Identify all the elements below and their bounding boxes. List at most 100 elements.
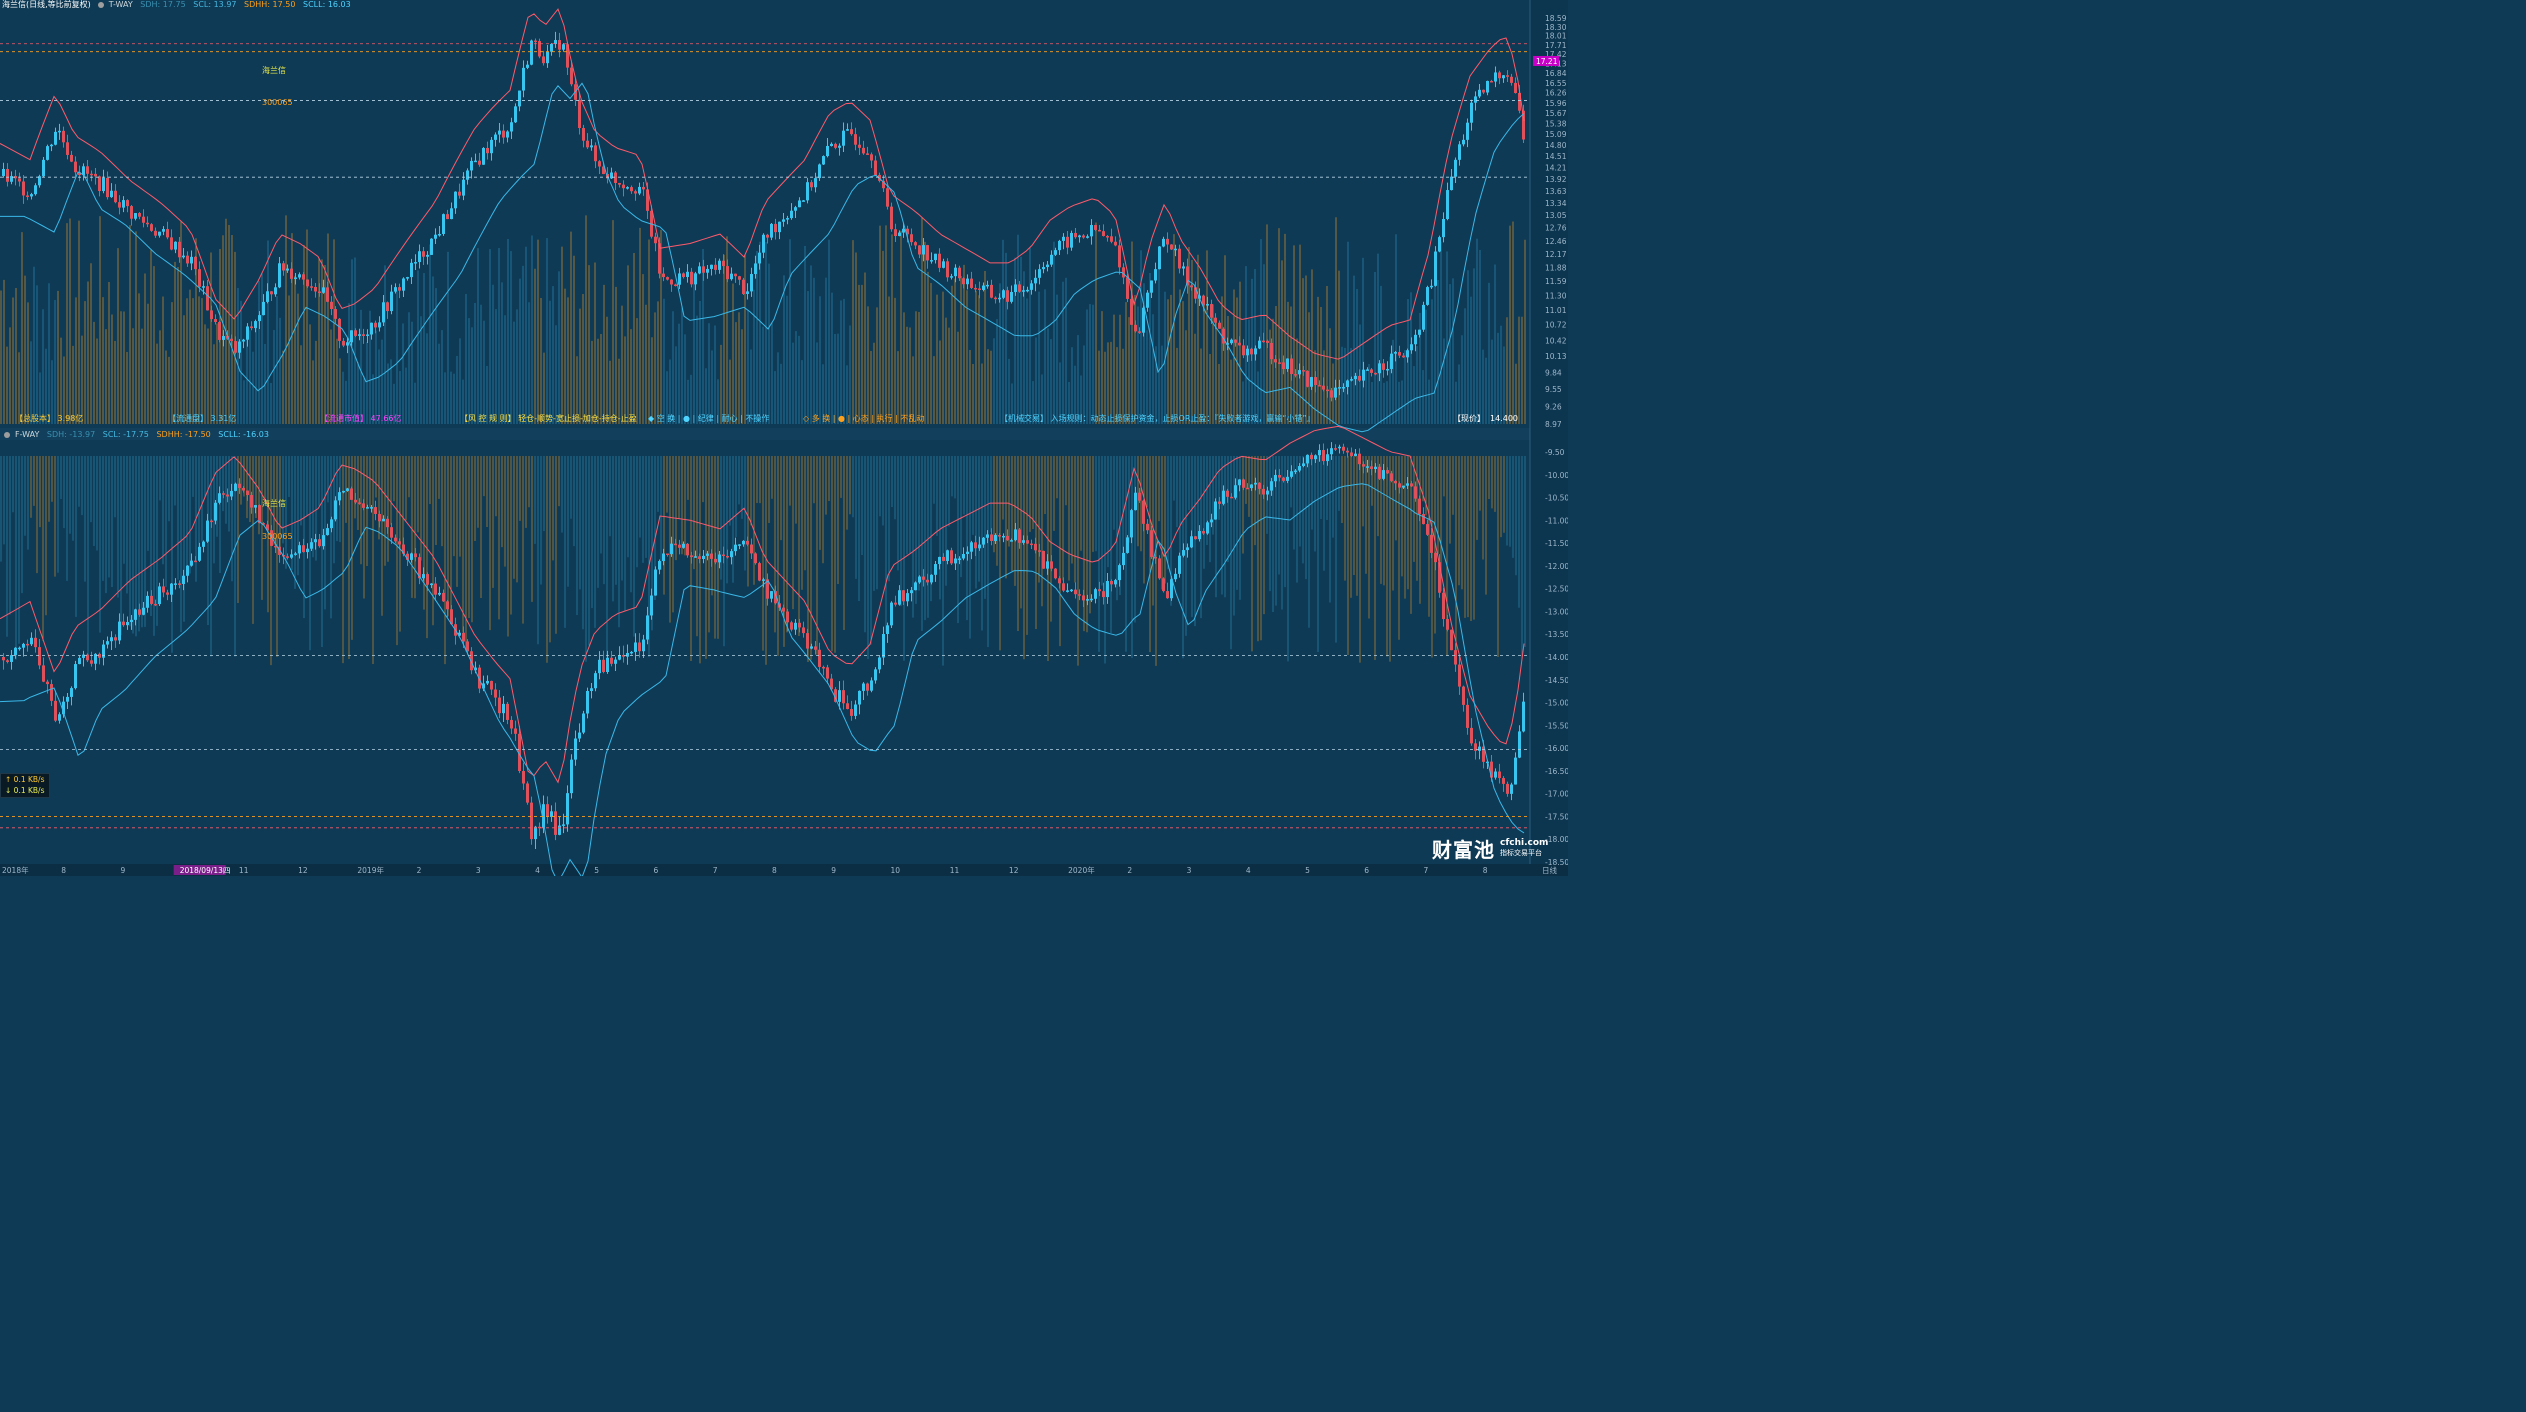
candle-body xyxy=(318,539,321,547)
candle-body xyxy=(150,595,153,604)
candle-body xyxy=(38,647,41,666)
candle-body xyxy=(82,654,85,658)
candle-body xyxy=(474,667,477,671)
indicator-dot-icon[interactable] xyxy=(4,431,10,438)
candle-body xyxy=(694,556,697,558)
candle-body xyxy=(394,287,397,292)
candle-body xyxy=(202,286,205,288)
candle-body xyxy=(1262,340,1265,343)
candle-body xyxy=(1122,267,1125,278)
candlestick-chart[interactable]: 18.5918.3018.0117.7117.4217.1316.8416.55… xyxy=(0,0,1568,876)
candle-body xyxy=(626,652,629,657)
candle-body xyxy=(1090,598,1093,601)
candle-body xyxy=(1174,573,1177,580)
candle-body xyxy=(1006,290,1009,302)
candle-body xyxy=(198,269,201,287)
candle-body xyxy=(846,129,849,131)
candle-body xyxy=(470,651,473,671)
candle-body xyxy=(434,583,437,595)
candle-body xyxy=(778,221,781,233)
candle-body xyxy=(666,553,669,556)
candle-body xyxy=(1370,369,1373,373)
candle-body xyxy=(914,582,917,591)
candle-body xyxy=(678,273,681,285)
candle-body xyxy=(450,208,453,220)
candle-body xyxy=(930,574,933,583)
candle-body xyxy=(1470,102,1473,123)
candle-body xyxy=(850,709,853,716)
candle-body xyxy=(422,251,425,257)
candle-body xyxy=(1426,287,1429,305)
candle-body xyxy=(422,574,425,579)
candle-body xyxy=(462,179,465,196)
price-tick-label: 11.59 xyxy=(1545,277,1567,286)
candle-body xyxy=(894,602,897,605)
candle-body xyxy=(670,279,673,285)
candle-body xyxy=(974,542,977,549)
candle-body xyxy=(142,216,145,223)
candle-body xyxy=(406,553,409,560)
candle-body xyxy=(10,176,13,182)
candle-body xyxy=(1190,285,1193,288)
candle-body xyxy=(34,185,37,195)
candle-body xyxy=(1062,236,1065,241)
candle-body xyxy=(578,99,581,129)
candle-body xyxy=(1522,701,1525,732)
date-tick-label: 6 xyxy=(654,866,659,875)
candle-body xyxy=(818,164,821,179)
candle-body xyxy=(1406,350,1409,358)
date-tick-label: 2018/09/13四 xyxy=(180,866,231,875)
candle-body xyxy=(1146,523,1149,531)
price-tick-label: 10.72 xyxy=(1545,321,1567,330)
candle-body xyxy=(154,603,157,606)
candle-body xyxy=(1510,784,1513,794)
candle-body xyxy=(222,336,225,340)
candle-body xyxy=(1198,531,1201,540)
candle-body xyxy=(1494,72,1497,82)
candle-body xyxy=(430,583,433,586)
candle-body xyxy=(42,159,45,177)
candle-body xyxy=(614,172,617,183)
candle-body xyxy=(662,273,665,278)
candle-body xyxy=(1306,454,1309,464)
price-tick-label: 12.46 xyxy=(1545,237,1567,246)
candle-body xyxy=(1318,450,1321,456)
candle-body xyxy=(346,342,349,346)
candle-body xyxy=(162,229,165,232)
candle-body xyxy=(1162,238,1165,247)
price-tick-label: -11.50 xyxy=(1545,539,1568,548)
candle-body xyxy=(642,639,645,652)
candle-body xyxy=(270,291,273,295)
candle-body xyxy=(438,592,441,595)
candle-body xyxy=(1486,80,1489,93)
candle-body xyxy=(926,245,929,261)
candle-body xyxy=(658,243,661,274)
candle-body xyxy=(1158,558,1161,579)
indicator-dot-icon[interactable] xyxy=(97,1,104,8)
candle-body xyxy=(694,273,697,285)
candle-body xyxy=(1166,591,1169,599)
top-sdh-value: SDH: 17.75 xyxy=(140,0,186,9)
price-tick-label: -10.50 xyxy=(1545,494,1568,503)
date-tick-label: 日线 xyxy=(1542,865,1558,875)
candle-body xyxy=(1118,245,1121,268)
price-tick-label: 14.80 xyxy=(1545,141,1567,150)
candle-body xyxy=(482,683,485,689)
candle-body xyxy=(214,502,217,521)
price-tick-label: -11.00 xyxy=(1545,516,1568,525)
candle-body xyxy=(722,554,725,557)
candle-body xyxy=(382,302,385,323)
candle-body xyxy=(1278,362,1281,364)
candle-body xyxy=(402,544,405,554)
candle-body xyxy=(10,655,13,662)
candle-body xyxy=(1382,470,1385,479)
candle-body xyxy=(1362,369,1365,381)
candle-body xyxy=(62,130,65,143)
logo-name: 财富池 xyxy=(1432,837,1495,862)
candle-body xyxy=(1230,496,1233,499)
candle-body xyxy=(166,229,169,238)
price-tick-label: 15.96 xyxy=(1545,99,1567,108)
price-tick-label: 16.84 xyxy=(1545,69,1567,78)
candle-body xyxy=(1146,292,1149,308)
price-tick-label: 10.42 xyxy=(1545,337,1567,346)
